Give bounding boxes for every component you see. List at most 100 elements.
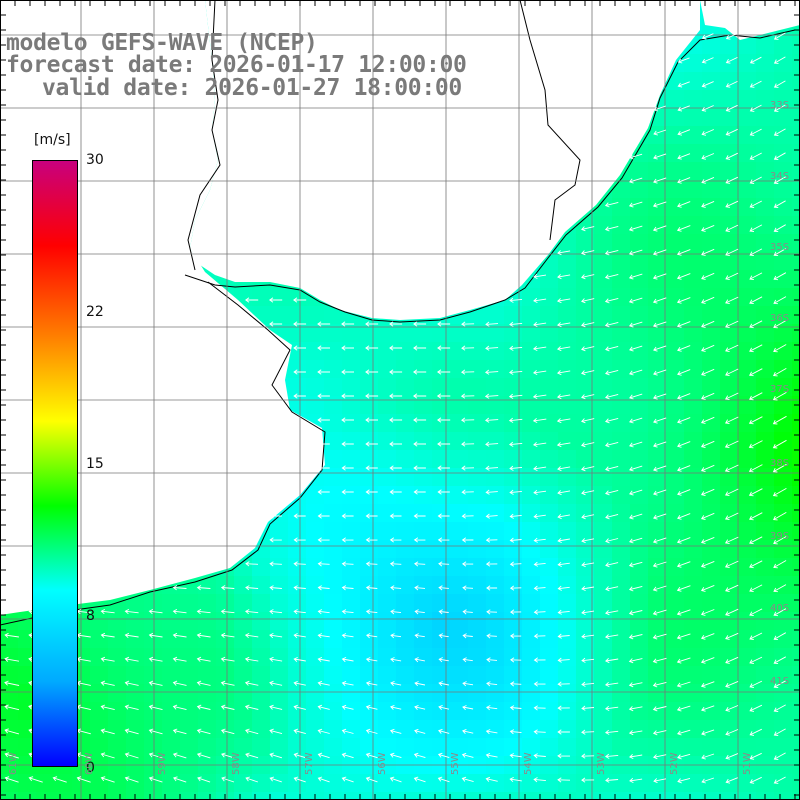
speed-cell xyxy=(702,198,721,217)
speed-cell xyxy=(360,378,379,397)
wind-arrow xyxy=(460,393,475,399)
wind-arrow xyxy=(341,704,354,710)
wind-arrow xyxy=(389,393,403,399)
wind-arrow xyxy=(462,609,473,615)
speed-cell xyxy=(576,252,595,271)
wind-arrow xyxy=(533,585,546,591)
wind-arrow xyxy=(749,272,763,281)
wind-arrow xyxy=(341,369,354,375)
lon-label: 59W xyxy=(157,752,168,775)
speed-cell xyxy=(558,702,577,721)
lat-label: 35S xyxy=(770,242,790,253)
speed-cell xyxy=(630,666,649,685)
wind-arrow xyxy=(389,465,402,471)
speed-cell xyxy=(270,306,289,325)
speed-cell xyxy=(630,324,649,343)
speed-cell xyxy=(648,144,667,163)
speed-cell xyxy=(792,180,800,199)
speed-cell xyxy=(612,774,631,793)
wind-arrow xyxy=(269,656,283,662)
wind-arrow xyxy=(629,513,643,520)
speed-cell xyxy=(468,432,487,451)
speed-cell xyxy=(666,342,685,361)
speed-cell xyxy=(684,594,703,613)
wind-arrow xyxy=(269,297,283,303)
speed-cell xyxy=(774,288,793,307)
speed-cell xyxy=(144,702,163,721)
wind-arrow xyxy=(124,704,139,711)
speed-cell xyxy=(414,792,433,800)
wind-arrow xyxy=(581,226,595,232)
speed-cell xyxy=(540,450,559,469)
speed-cell xyxy=(306,486,325,505)
speed-cell xyxy=(486,648,505,667)
wind-arrow xyxy=(293,537,306,543)
speed-cell xyxy=(648,378,667,397)
speed-cell xyxy=(774,468,793,487)
speed-cell xyxy=(648,666,667,685)
speed-cell xyxy=(702,90,721,109)
speed-cell xyxy=(630,306,649,325)
speed-cell xyxy=(648,522,667,541)
speed-cell xyxy=(756,450,775,469)
speed-cell xyxy=(774,90,793,109)
speed-cell xyxy=(630,360,649,379)
speed-cell xyxy=(576,612,595,631)
speed-cell xyxy=(522,504,541,523)
speed-cell xyxy=(648,180,667,199)
speed-cell xyxy=(288,684,307,703)
wind-arrow xyxy=(581,729,595,735)
speed-cell xyxy=(684,774,703,793)
lon-label: 55W xyxy=(450,752,461,775)
speed-cell xyxy=(450,540,469,559)
speed-cell xyxy=(540,684,559,703)
speed-cell xyxy=(522,702,541,721)
speed-cell xyxy=(666,720,685,739)
wind-arrow xyxy=(317,656,330,663)
speed-cell xyxy=(432,504,451,523)
speed-cell xyxy=(288,378,307,397)
wind-arrow xyxy=(341,345,354,351)
wind-arrow xyxy=(749,296,763,305)
speed-cell xyxy=(792,162,800,181)
wind-arrow xyxy=(413,369,427,375)
wind-arrow xyxy=(749,656,763,664)
speed-cell xyxy=(720,72,739,91)
wind-arrow xyxy=(677,729,691,736)
speed-cell xyxy=(486,702,505,721)
speed-cell xyxy=(144,594,163,613)
speed-cell xyxy=(612,450,631,469)
wind-arrow xyxy=(677,777,691,784)
speed-cell xyxy=(630,234,649,253)
wind-arrow xyxy=(413,417,427,423)
speed-cell xyxy=(216,612,235,631)
speed-cell xyxy=(126,702,145,721)
speed-cell xyxy=(396,684,415,703)
speed-cell xyxy=(720,216,739,235)
speed-cell xyxy=(0,666,19,685)
speed-cell xyxy=(288,792,307,800)
wind-arrow xyxy=(269,752,283,759)
speed-cell xyxy=(108,792,127,800)
speed-cell xyxy=(288,630,307,649)
wind-arrow xyxy=(509,681,522,687)
speed-cell xyxy=(252,594,271,613)
wind-arrow xyxy=(365,680,378,687)
speed-cell xyxy=(738,126,757,145)
wind-arrow xyxy=(676,537,691,544)
speed-cell xyxy=(288,594,307,613)
wind-arrow xyxy=(700,464,715,472)
wind-arrow xyxy=(389,369,403,375)
wind-arrow xyxy=(462,633,473,639)
wind-arrow xyxy=(365,776,378,783)
speed-cell xyxy=(702,558,721,577)
speed-cell xyxy=(486,306,505,325)
wind-arrow xyxy=(317,393,330,399)
speed-cell xyxy=(792,360,800,379)
wind-arrow xyxy=(652,609,667,616)
wind-arrow xyxy=(748,488,763,497)
wind-arrow xyxy=(773,656,787,665)
speed-cell xyxy=(702,306,721,325)
speed-cell xyxy=(252,774,271,793)
speed-cell xyxy=(468,594,487,613)
